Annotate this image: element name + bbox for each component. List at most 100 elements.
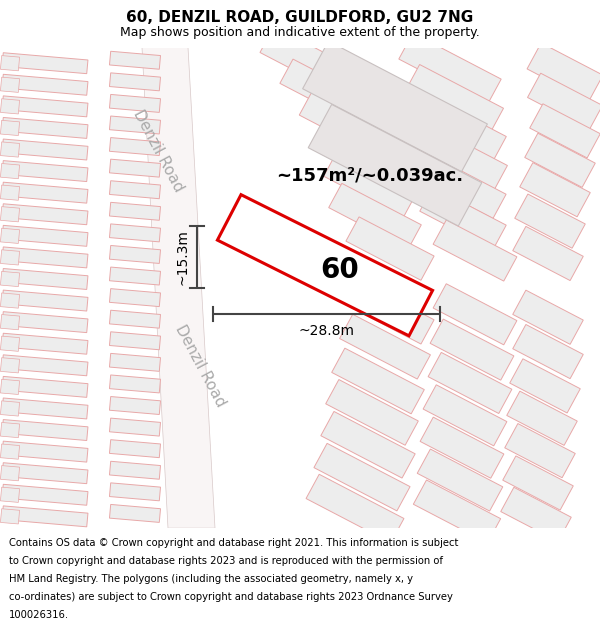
Polygon shape bbox=[142, 48, 215, 528]
Polygon shape bbox=[503, 456, 573, 510]
Polygon shape bbox=[1, 466, 20, 481]
Polygon shape bbox=[510, 359, 580, 413]
Polygon shape bbox=[1, 228, 20, 243]
Polygon shape bbox=[2, 290, 88, 311]
Polygon shape bbox=[416, 125, 508, 190]
Text: 100026316.: 100026316. bbox=[9, 609, 69, 619]
Polygon shape bbox=[2, 139, 88, 160]
Polygon shape bbox=[109, 94, 161, 112]
Polygon shape bbox=[217, 194, 433, 336]
Polygon shape bbox=[2, 462, 88, 484]
Polygon shape bbox=[1, 293, 20, 308]
Polygon shape bbox=[413, 95, 506, 161]
Polygon shape bbox=[109, 440, 161, 458]
Text: Denzil Road: Denzil Road bbox=[130, 107, 186, 194]
Text: ~15.3m: ~15.3m bbox=[175, 229, 189, 285]
Text: Contains OS data © Crown copyright and database right 2021. This information is : Contains OS data © Crown copyright and d… bbox=[9, 538, 458, 548]
Polygon shape bbox=[109, 202, 161, 220]
Text: co-ordinates) are subject to Crown copyright and database rights 2023 Ordnance S: co-ordinates) are subject to Crown copyr… bbox=[9, 592, 453, 602]
Polygon shape bbox=[2, 506, 88, 527]
Polygon shape bbox=[1, 142, 20, 157]
Polygon shape bbox=[420, 187, 506, 249]
Polygon shape bbox=[2, 226, 88, 246]
Polygon shape bbox=[1, 271, 20, 287]
Polygon shape bbox=[109, 224, 161, 242]
Text: ~157m²/~0.039ac.: ~157m²/~0.039ac. bbox=[277, 166, 464, 184]
Polygon shape bbox=[306, 474, 404, 542]
Polygon shape bbox=[109, 138, 161, 156]
Polygon shape bbox=[109, 289, 161, 307]
Polygon shape bbox=[109, 116, 161, 134]
Polygon shape bbox=[406, 64, 503, 132]
Polygon shape bbox=[109, 159, 161, 177]
Polygon shape bbox=[1, 401, 20, 416]
Polygon shape bbox=[2, 376, 88, 398]
Polygon shape bbox=[2, 96, 88, 117]
Polygon shape bbox=[2, 52, 88, 74]
Polygon shape bbox=[326, 379, 418, 445]
Polygon shape bbox=[1, 314, 20, 330]
Polygon shape bbox=[1, 56, 20, 71]
Polygon shape bbox=[417, 449, 503, 511]
Polygon shape bbox=[109, 504, 161, 522]
Polygon shape bbox=[1, 77, 20, 92]
Polygon shape bbox=[433, 284, 517, 345]
Polygon shape bbox=[2, 204, 88, 225]
Polygon shape bbox=[2, 182, 88, 203]
Polygon shape bbox=[1, 250, 20, 265]
Polygon shape bbox=[2, 419, 88, 441]
Polygon shape bbox=[1, 379, 20, 394]
Polygon shape bbox=[280, 59, 390, 134]
Polygon shape bbox=[302, 41, 487, 172]
Polygon shape bbox=[2, 355, 88, 376]
Polygon shape bbox=[2, 484, 88, 505]
Polygon shape bbox=[109, 51, 161, 69]
Polygon shape bbox=[525, 133, 595, 188]
Text: Map shows position and indicative extent of the property.: Map shows position and indicative extent… bbox=[120, 26, 480, 39]
Polygon shape bbox=[428, 352, 512, 414]
Polygon shape bbox=[109, 267, 161, 285]
Polygon shape bbox=[299, 91, 401, 161]
Polygon shape bbox=[109, 310, 161, 328]
Polygon shape bbox=[2, 269, 88, 289]
Polygon shape bbox=[321, 411, 415, 478]
Polygon shape bbox=[109, 375, 161, 393]
Text: Denzil Road: Denzil Road bbox=[172, 322, 228, 410]
Polygon shape bbox=[109, 461, 161, 479]
Polygon shape bbox=[501, 488, 571, 541]
Polygon shape bbox=[332, 348, 424, 414]
Polygon shape bbox=[1, 509, 20, 524]
Polygon shape bbox=[513, 324, 583, 379]
Polygon shape bbox=[1, 444, 20, 459]
Polygon shape bbox=[2, 333, 88, 354]
Polygon shape bbox=[1, 185, 20, 200]
Polygon shape bbox=[515, 194, 585, 248]
Polygon shape bbox=[2, 161, 88, 181]
Polygon shape bbox=[1, 207, 20, 222]
Polygon shape bbox=[109, 353, 161, 371]
Polygon shape bbox=[530, 104, 600, 158]
Polygon shape bbox=[1, 336, 20, 351]
Polygon shape bbox=[2, 441, 88, 462]
Polygon shape bbox=[423, 385, 507, 446]
Polygon shape bbox=[433, 220, 517, 281]
Polygon shape bbox=[109, 418, 161, 436]
Polygon shape bbox=[314, 443, 410, 511]
Polygon shape bbox=[109, 396, 161, 414]
Polygon shape bbox=[2, 247, 88, 268]
Polygon shape bbox=[513, 290, 583, 344]
Polygon shape bbox=[418, 155, 506, 219]
Polygon shape bbox=[527, 73, 600, 130]
Polygon shape bbox=[2, 398, 88, 419]
Polygon shape bbox=[346, 281, 434, 344]
Polygon shape bbox=[109, 246, 161, 264]
Polygon shape bbox=[505, 424, 575, 478]
Polygon shape bbox=[311, 121, 409, 189]
Text: 60, DENZIL ROAD, GUILDFORD, GU2 7NG: 60, DENZIL ROAD, GUILDFORD, GU2 7NG bbox=[127, 11, 473, 26]
Polygon shape bbox=[513, 226, 583, 281]
Polygon shape bbox=[2, 118, 88, 138]
Polygon shape bbox=[340, 314, 430, 379]
Polygon shape bbox=[109, 483, 161, 501]
Polygon shape bbox=[1, 164, 20, 179]
Text: HM Land Registry. The polygons (including the associated geometry, namely x, y: HM Land Registry. The polygons (includin… bbox=[9, 574, 413, 584]
